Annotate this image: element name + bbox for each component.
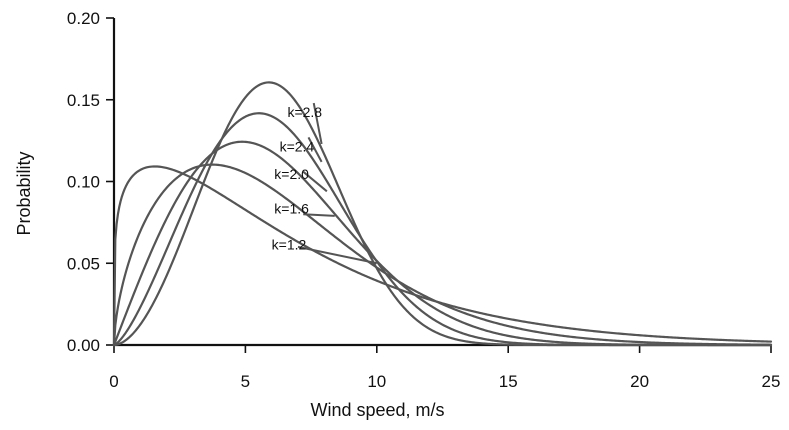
series-label-leader xyxy=(297,245,378,265)
series-label-leader xyxy=(302,170,328,193)
series-label: k=1.6 xyxy=(274,200,309,216)
x-axis-title: Wind speed, m/s xyxy=(310,400,444,420)
series-line-k-1-2 xyxy=(112,165,773,347)
y-tick-label: 0.00 xyxy=(67,336,100,355)
series-label-leader xyxy=(307,136,323,163)
x-tick-label: 15 xyxy=(499,372,518,391)
series-line-k-2-8 xyxy=(112,81,773,347)
axes xyxy=(112,18,771,347)
x-tick-label: 10 xyxy=(367,372,386,391)
series-label: k=2.8 xyxy=(287,104,322,120)
series-label-leader xyxy=(312,102,323,145)
series-lines xyxy=(112,81,773,347)
series-label: k=1.2 xyxy=(272,236,307,252)
series-label-leader xyxy=(303,213,335,217)
x-tick-label: 5 xyxy=(241,372,250,391)
y-tick-label: 0.10 xyxy=(67,173,100,192)
series-line-k-1-6 xyxy=(112,163,773,347)
y-tick-label: 0.15 xyxy=(67,91,100,110)
y-ticks: 0.00 0.05 0.10 0.15 0.20 xyxy=(67,9,114,355)
series-line-k-2-0 xyxy=(112,140,773,347)
y-tick-label: 0.05 xyxy=(67,254,100,273)
series-line-k-2-4 xyxy=(112,112,773,347)
series-labels: k=1.2 k=1.6 k=2.0 k=2.4 k=2.8 xyxy=(272,102,378,265)
x-tick-label: 0 xyxy=(109,372,118,391)
x-tick-label: 20 xyxy=(630,372,649,391)
y-axis-title: Probability xyxy=(14,151,34,235)
x-ticks: 0 5 10 15 20 25 xyxy=(109,345,780,391)
x-tick-label: 25 xyxy=(762,372,781,391)
series-label: k=2.0 xyxy=(274,166,309,182)
series-label: k=2.4 xyxy=(280,138,315,154)
y-tick-label: 0.20 xyxy=(67,9,100,28)
